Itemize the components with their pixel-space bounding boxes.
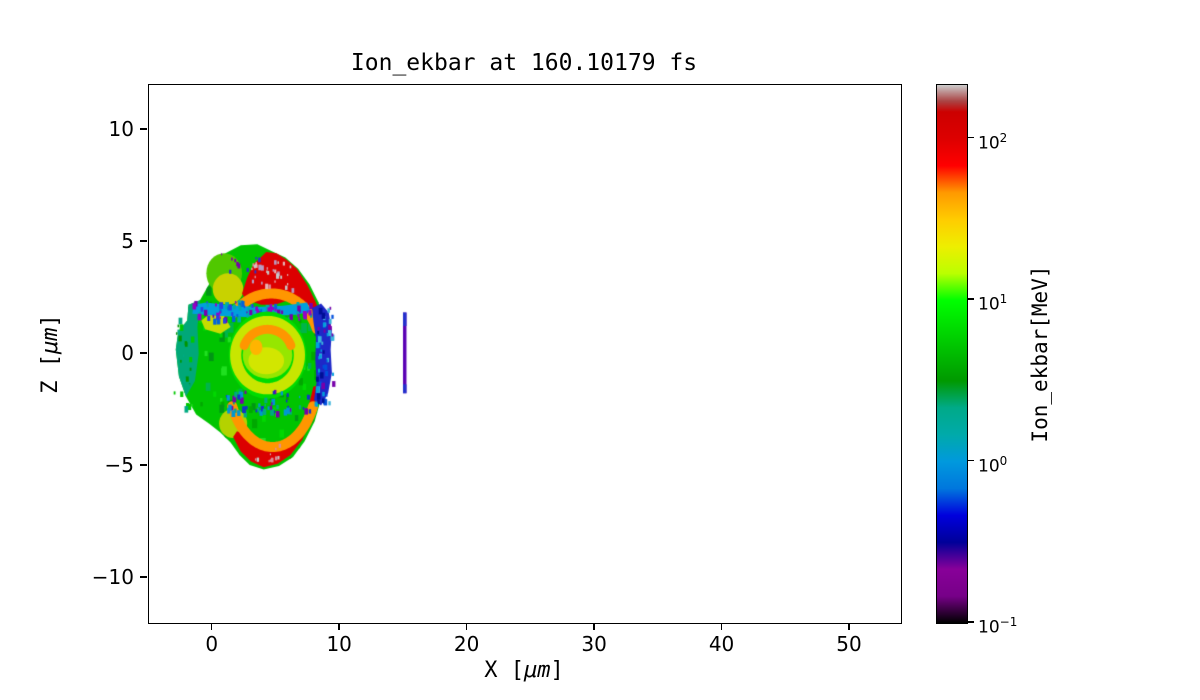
- colorbar-gradient: [936, 84, 968, 624]
- y-axis-label-prefix: Z [: [38, 354, 63, 394]
- colorbar-tick-base: 10: [978, 456, 1000, 477]
- y-axis-label: Z [μm]: [38, 234, 66, 474]
- plot-area: [148, 84, 902, 624]
- x-tick-label: 50: [836, 632, 862, 656]
- y-tick-label: 5: [121, 228, 134, 253]
- y-tick-mark: [140, 576, 147, 578]
- colorbar-tick-mark: [968, 459, 974, 462]
- x-tick-mark: [593, 623, 595, 630]
- y-tick-mark: [140, 464, 147, 466]
- y-axis-label-unit: μm: [38, 327, 63, 355]
- y-tick-mark: [140, 240, 147, 242]
- colorbar-tick-mark: [968, 136, 974, 139]
- x-tick-mark: [465, 623, 468, 630]
- colorbar-tick-label: 100: [978, 449, 1007, 479]
- colorbar-tick-base: 10: [978, 617, 1000, 638]
- colorbar-tick-mark: [968, 298, 974, 300]
- y-tick-label: 0: [121, 341, 134, 365]
- colorbar-tick-mark: [968, 621, 974, 623]
- x-tick-label: 20: [453, 632, 480, 656]
- x-tick-mark: [848, 623, 850, 630]
- y-tick-label: −5: [104, 453, 134, 478]
- y-axis-label-suffix: ]: [38, 314, 63, 328]
- y-tick-label: −10: [91, 565, 134, 590]
- x-tick-label: 40: [708, 632, 735, 656]
- y-tick-mark: [140, 128, 147, 130]
- colorbar-tick-exponent: −1: [999, 615, 1018, 629]
- y-tick-mark: [140, 352, 147, 354]
- x-tick-mark: [720, 623, 723, 630]
- colorbar-tick-label: 101: [978, 287, 1007, 317]
- x-tick-label: 0: [205, 632, 219, 656]
- colorbar-tick-label: 102: [978, 126, 1007, 156]
- colorbar-tick-base: 10: [978, 133, 1000, 154]
- heatmap-canvas: [149, 85, 901, 623]
- colorbar-tick-base: 10: [978, 294, 1000, 315]
- x-tick-label: 30: [581, 632, 607, 656]
- colorbar-label: Ion_ekbar[MeV]: [1028, 265, 1052, 443]
- x-axis-label-suffix: ]: [550, 658, 564, 683]
- x-tick-mark: [338, 623, 340, 630]
- x-axis-label-unit: μm: [524, 658, 551, 683]
- x-axis-label: X [μm]: [148, 658, 900, 683]
- colorbar-tick-exponent: 0: [999, 453, 1008, 468]
- colorbar-tick-exponent: 1: [999, 292, 1008, 307]
- y-tick-label: 10: [108, 116, 134, 141]
- chart-title: Ion_ekbar at 160.10179 fs: [350, 50, 698, 76]
- colorbar-tick-exponent: 2: [999, 130, 1008, 145]
- x-tick-mark: [210, 623, 213, 630]
- x-tick-label: 10: [326, 632, 352, 656]
- x-axis-label-prefix: X [: [484, 658, 524, 683]
- colorbar-tick-label: 10−1: [978, 610, 1017, 640]
